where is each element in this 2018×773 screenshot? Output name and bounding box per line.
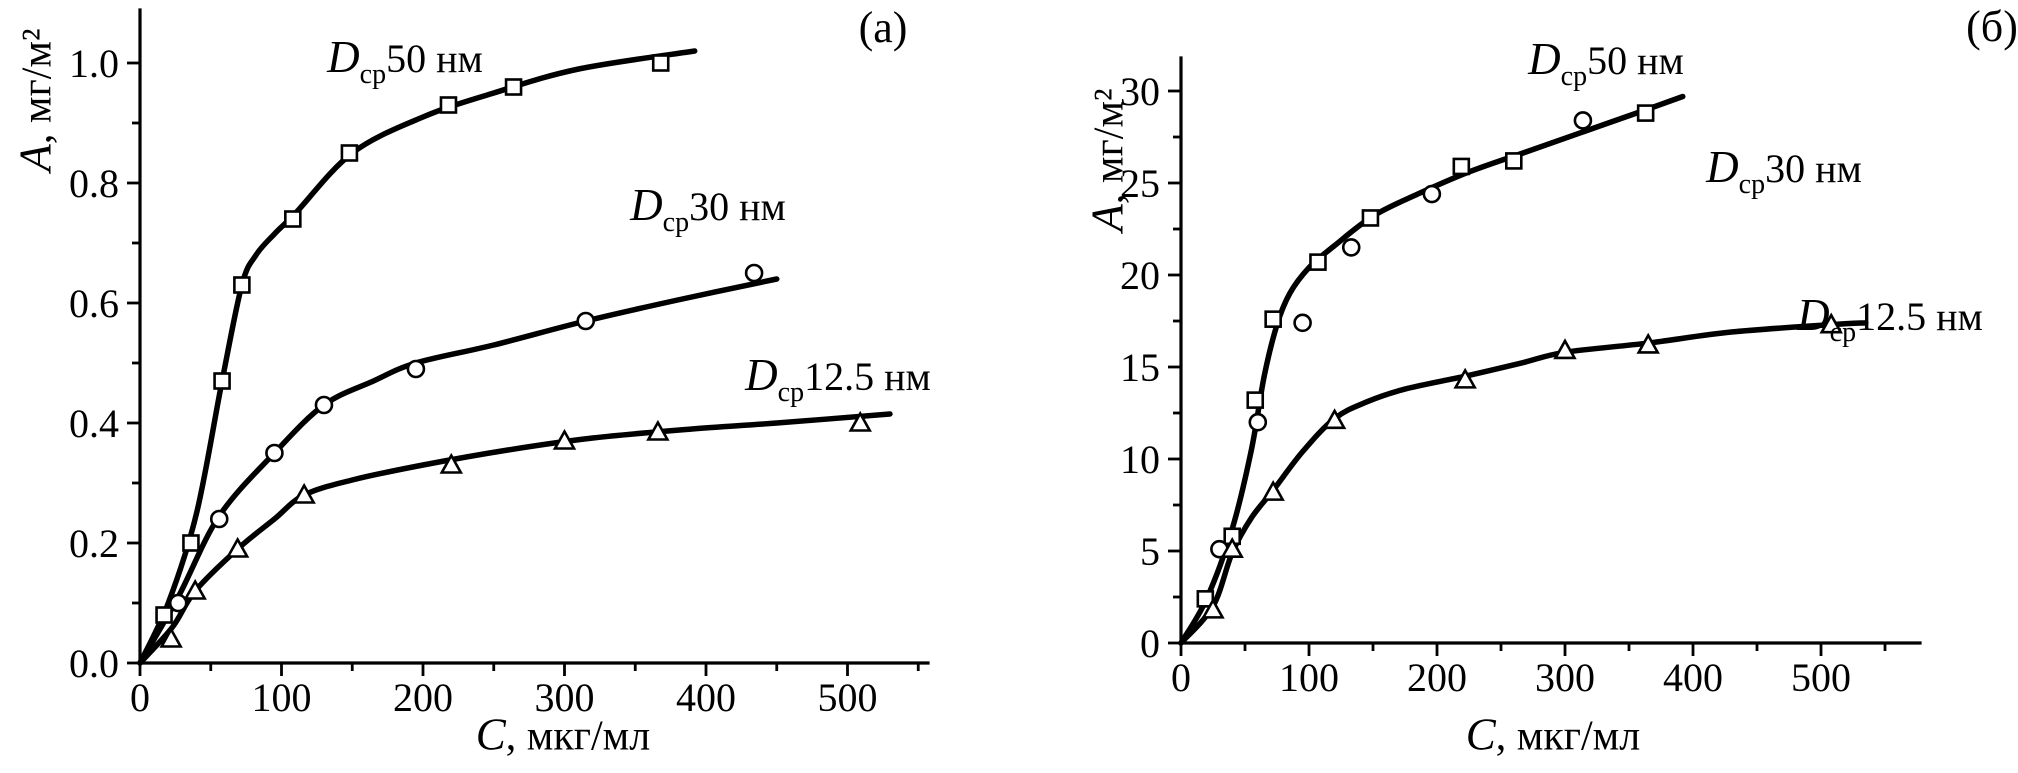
data-point-triangle-d125 (1322, 408, 1347, 430)
y-tick-label: 20 (1120, 253, 1160, 298)
fit-curve-d30 (137, 276, 780, 666)
fit-curve-d125 (1178, 320, 1869, 646)
data-point-square-d50 (182, 534, 200, 552)
data-point-circle-d30 (1341, 238, 1361, 257)
data-point-square-d50 (1452, 157, 1471, 176)
y-axis-units: , мг/м² (14, 28, 61, 145)
y-tick-label: 0.4 (69, 401, 119, 446)
x-tick-label: 400 (1663, 655, 1723, 700)
y-tick-label: 1.0 (69, 41, 119, 86)
panel-b-corner-label: (б) (1966, 2, 2018, 51)
panel-a-series-label-30nm: Dср30 нм (630, 180, 786, 238)
data-point-triangle-d125 (848, 410, 872, 432)
y-tick-label: 0.6 (69, 281, 119, 326)
panel-b-series-label-50nm: Dср50 нм (1528, 34, 1684, 92)
data-point-triangle-d125 (1261, 479, 1285, 501)
x-tick-label: 0 (1171, 655, 1191, 700)
panel-b-series-label-12.5nm: Dср12.5 нм (1797, 290, 1983, 348)
data-point-circle-d30 (744, 263, 764, 283)
data-point-triangle-d125 (183, 578, 207, 600)
x-tick-label: 0 (130, 675, 150, 720)
data-point-square-d50 (439, 96, 458, 114)
x-tick-label: 500 (1791, 655, 1851, 700)
y-axis-symbol: A (1082, 204, 1133, 232)
panel-a-series-label-12.5nm: Dср12.5 нм (745, 350, 931, 408)
data-point-circle-d30 (576, 311, 596, 331)
data-point-triangle-d125 (646, 419, 670, 441)
data-point-triangle-d125 (1201, 597, 1225, 619)
panel-a: 0 100 200 300 400 500 0.0 0.2 0.4 0.6 0.8 1.0 (69, 8, 930, 720)
data-point-circle-d30 (1573, 111, 1593, 130)
data-point-triangle-d125 (1636, 332, 1660, 354)
data-point-square-d50 (1505, 152, 1523, 170)
data-point-square-d50 (1361, 209, 1380, 227)
x-tick-label: 200 (1407, 655, 1467, 700)
y-tick-label: 5 (1140, 529, 1160, 574)
x-tick-label: 400 (676, 675, 736, 720)
x-axis-units: , мкг/мл (1495, 713, 1641, 760)
data-point-circle-d30 (314, 395, 334, 415)
panel-b-x-axis-title: C, мкг/мл (1465, 709, 1641, 760)
panel-b-series-label-30nm: Dср30 нм (1706, 142, 1862, 200)
x-tick-label: 100 (252, 675, 312, 720)
fit-curve-d50 (1178, 93, 1686, 646)
x-tick-label: 200 (393, 675, 453, 720)
fit-curve-d125 (137, 411, 893, 666)
y-tick-label: 0.8 (69, 161, 119, 206)
data-point-circle-d30 (406, 359, 426, 379)
data-point-triangle-d125 (1819, 312, 1843, 334)
panel-a-x-axis-title: C, мкг/мл (475, 709, 651, 760)
data-point-triangle-d125 (439, 452, 464, 474)
data-point-square-d50 (155, 606, 173, 624)
y-tick-label: 0.2 (69, 521, 119, 566)
panel-b: 0 100 200 300 400 500 0 5 10 15 20 25 30 (1120, 56, 1922, 700)
fit-curve-d50 (137, 48, 698, 666)
data-point-circle-d30 (1422, 184, 1442, 204)
data-point-triangle-d125 (225, 536, 250, 558)
data-point-square-d50 (1636, 104, 1655, 122)
y-tick-label: 25 (1120, 161, 1160, 206)
data-point-circle-d30 (1293, 313, 1312, 333)
data-point-circle-d30 (209, 509, 229, 529)
x-tick-label: 100 (1279, 655, 1339, 700)
data-point-square-d50 (504, 78, 523, 96)
data-point-square-d50 (1264, 310, 1282, 328)
y-axis-units: , мг/м² (1086, 88, 1133, 205)
data-point-triangle-d125 (292, 482, 316, 504)
data-point-square-d50 (651, 54, 670, 72)
data-point-circle-d30 (1248, 412, 1268, 432)
x-axis-units: , мкг/мл (505, 713, 651, 760)
y-tick-label: 0.0 (69, 641, 119, 686)
y-tick-label: 0 (1140, 621, 1160, 666)
x-tick-label: 300 (1535, 655, 1595, 700)
y-tick-label: 15 (1120, 345, 1160, 390)
data-point-square-d50 (213, 372, 231, 390)
data-point-square-d50 (1309, 253, 1327, 271)
data-point-square-d50 (340, 144, 359, 162)
data-point-circle-d30 (265, 443, 284, 463)
data-point-triangle-d125 (1553, 338, 1577, 360)
data-point-square-d50 (233, 276, 251, 294)
panel-a-corner-label: (a) (858, 3, 908, 52)
panel-a-series-label-50nm: Dср50 нм (327, 32, 483, 90)
data-point-square-d50 (284, 210, 302, 228)
data-point-triangle-d125 (159, 626, 183, 648)
y-tick-label: 30 (1120, 69, 1160, 114)
data-point-triangle-d125 (1453, 367, 1477, 389)
x-axis-symbol: C (1465, 709, 1496, 760)
x-tick-label: 300 (535, 675, 595, 720)
x-tick-label: 500 (818, 675, 878, 720)
panel-a-y-axis-title: A, мг/м² (10, 28, 61, 172)
data-point-circle-d30 (168, 593, 188, 613)
data-point-square-d50 (1246, 391, 1265, 409)
data-point-triangle-d125 (1220, 536, 1244, 558)
data-point-triangle-d125 (552, 428, 577, 450)
x-axis-symbol: C (475, 709, 506, 760)
y-tick-label: 10 (1120, 437, 1160, 482)
panel-b-y-axis-title: A, мг/м² (1082, 88, 1133, 232)
y-axis-symbol: A (10, 144, 61, 172)
